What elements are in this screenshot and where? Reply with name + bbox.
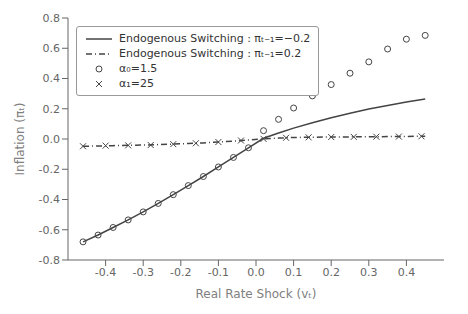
html-text:α₀=1.5: α₀=1.5: [119, 62, 158, 75]
svg-text:-0.2: -0.2: [39, 163, 60, 176]
svg-text:0.2: 0.2: [322, 266, 340, 279]
svg-text:-0.4: -0.4: [95, 266, 116, 279]
html-text:Endogenous Switching : πₜ₋₁=0.: Endogenous Switching : πₜ₋₁=0.2: [119, 47, 302, 60]
html-text:α₁=25: α₁=25: [119, 77, 154, 90]
svg-text:0.4: 0.4: [43, 72, 61, 85]
html-text:Endogenous Switching : πₜ₋₁=−0: Endogenous Switching : πₜ₋₁=−0.2: [119, 32, 311, 45]
svg-text:Real Rate Shock (vₜ): Real Rate Shock (vₜ): [196, 287, 317, 301]
svg-text:0.6: 0.6: [43, 42, 61, 55]
svg-text:-0.6: -0.6: [39, 224, 60, 237]
svg-text:-0.4: -0.4: [39, 193, 60, 206]
svg-text:0.3: 0.3: [360, 266, 378, 279]
svg-text:0.0: 0.0: [43, 133, 61, 146]
svg-text:0.1: 0.1: [285, 266, 303, 279]
svg-text:0.8: 0.8: [43, 12, 61, 25]
svg-text:0.4: 0.4: [398, 266, 416, 279]
svg-text:0.2: 0.2: [43, 103, 61, 116]
svg-text:-0.3: -0.3: [132, 266, 153, 279]
svg-text:Inflation (πₜ): Inflation (πₜ): [13, 103, 27, 176]
svg-text:0.0: 0.0: [247, 266, 265, 279]
svg-text:-0.2: -0.2: [170, 266, 191, 279]
svg-text:-0.1: -0.1: [208, 266, 229, 279]
svg-text:-0.8: -0.8: [39, 254, 60, 267]
